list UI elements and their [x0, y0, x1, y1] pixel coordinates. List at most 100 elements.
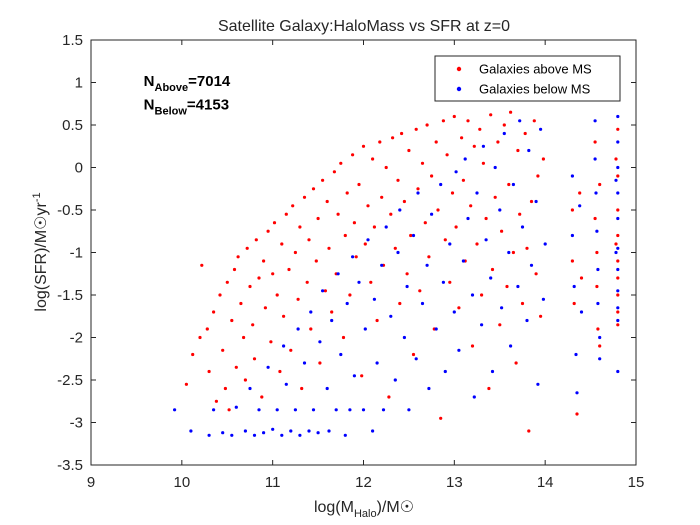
point-below-ms — [230, 433, 234, 437]
point-above-ms — [225, 280, 229, 284]
point-below-ms — [366, 238, 370, 242]
point-above-ms — [243, 378, 247, 382]
point-below-ms — [516, 284, 520, 289]
point-below-ms — [457, 348, 461, 352]
y-axis-label: log(SFR)/M☉yr-1 — [31, 192, 50, 311]
count-annotations: NAbove=7014 NBelow=4153 — [144, 73, 231, 118]
y-tick-label: -1.5 — [57, 287, 83, 304]
point-above-ms — [393, 246, 397, 250]
y-tick-label: -2 — [70, 330, 83, 347]
point-above-ms — [389, 212, 393, 216]
point-above-ms — [595, 250, 599, 255]
point-below-ms — [466, 216, 470, 221]
point-below-ms — [570, 233, 575, 238]
point-above-ms — [616, 233, 620, 238]
point-above-ms — [469, 204, 473, 208]
point-below-ms — [439, 182, 443, 187]
point-below-ms — [539, 127, 543, 131]
point-above-ms — [284, 212, 288, 216]
point-below-ms — [593, 157, 597, 161]
point-above-ms — [269, 340, 273, 344]
point-above-ms — [212, 310, 216, 314]
point-below-ms — [529, 263, 534, 267]
point-below-ms — [371, 429, 375, 433]
point-above-ms — [616, 310, 620, 314]
point-above-ms — [490, 267, 495, 272]
point-above-ms — [341, 335, 346, 340]
point-below-ms — [527, 148, 531, 153]
point-below-ms — [594, 191, 598, 195]
point-above-ms — [227, 408, 231, 412]
point-above-ms — [305, 280, 309, 284]
point-below-ms — [316, 431, 320, 435]
point-below-ms — [427, 386, 431, 391]
point-above-ms — [480, 293, 484, 297]
point-above-ms — [460, 136, 464, 140]
legend-label-above: Galaxies above MS — [479, 62, 592, 77]
point-above-ms — [505, 284, 509, 289]
y-tick-label: 0.5 — [62, 117, 83, 134]
point-below-ms — [570, 174, 575, 178]
point-below-ms — [325, 386, 329, 391]
point-above-ms — [354, 255, 358, 259]
point-above-ms — [191, 352, 195, 357]
point-above-ms — [511, 250, 515, 255]
y-tick-label: -3.5 — [57, 457, 83, 474]
point-above-ms — [391, 136, 395, 140]
point-above-ms — [472, 144, 476, 148]
point-above-ms — [271, 272, 275, 276]
point-above-ms — [375, 318, 379, 323]
point-below-ms — [490, 369, 495, 374]
point-below-ms — [327, 429, 331, 433]
point-above-ms — [509, 110, 513, 114]
point-below-ms — [454, 170, 458, 174]
x-axis-label: log(MHalo)/M☉ — [314, 499, 414, 520]
point-below-ms — [393, 378, 397, 382]
point-above-ms — [309, 327, 313, 331]
y-tick-label: 1 — [75, 75, 83, 92]
point-above-ms — [348, 293, 352, 297]
x-tick-label: 14 — [537, 474, 554, 491]
point-below-ms — [352, 374, 356, 378]
point-above-ms — [514, 361, 518, 365]
y-tick-label: -0.5 — [57, 202, 83, 219]
point-above-ms — [221, 348, 225, 352]
point-above-ms — [205, 327, 209, 331]
point-above-ms — [352, 221, 356, 225]
point-above-ms — [293, 250, 297, 255]
chart-title: Satellite Galaxy:HaloMass vs SFR at z=0 — [218, 18, 510, 35]
point-below-ms — [461, 259, 465, 263]
point-above-ms — [452, 114, 456, 119]
legend-marker-below — [456, 86, 462, 92]
point-above-ms — [445, 153, 449, 157]
point-above-ms — [214, 399, 218, 403]
point-above-ms — [366, 204, 370, 208]
point-above-ms — [400, 131, 404, 136]
x-tick-label: 12 — [355, 474, 372, 491]
point-above-ms — [423, 221, 427, 225]
point-below-ms — [252, 433, 257, 437]
point-below-ms — [509, 344, 513, 348]
point-below-ms — [541, 297, 546, 301]
point-above-ms — [200, 263, 204, 267]
point-below-ms — [234, 405, 238, 409]
point-below-ms — [616, 369, 620, 374]
point-above-ms — [234, 365, 238, 369]
point-above-ms — [207, 369, 211, 374]
point-above-ms — [572, 301, 576, 306]
point-below-ms — [405, 284, 409, 289]
plot-area — [90, 39, 637, 466]
point-above-ms — [242, 335, 246, 340]
point-below-ms — [463, 157, 467, 161]
point-below-ms — [507, 250, 511, 255]
point-above-ms — [520, 301, 525, 306]
point-below-ms — [484, 238, 488, 242]
point-below-ms — [311, 408, 316, 412]
point-above-ms — [357, 182, 361, 187]
point-above-ms — [230, 318, 234, 323]
point-above-ms — [266, 229, 270, 233]
x-tick-label: 15 — [628, 474, 645, 491]
point-above-ms — [418, 289, 422, 293]
count-below-annotation: NBelow=4153 — [144, 97, 229, 118]
y-tick-label: 1.5 — [62, 32, 83, 49]
